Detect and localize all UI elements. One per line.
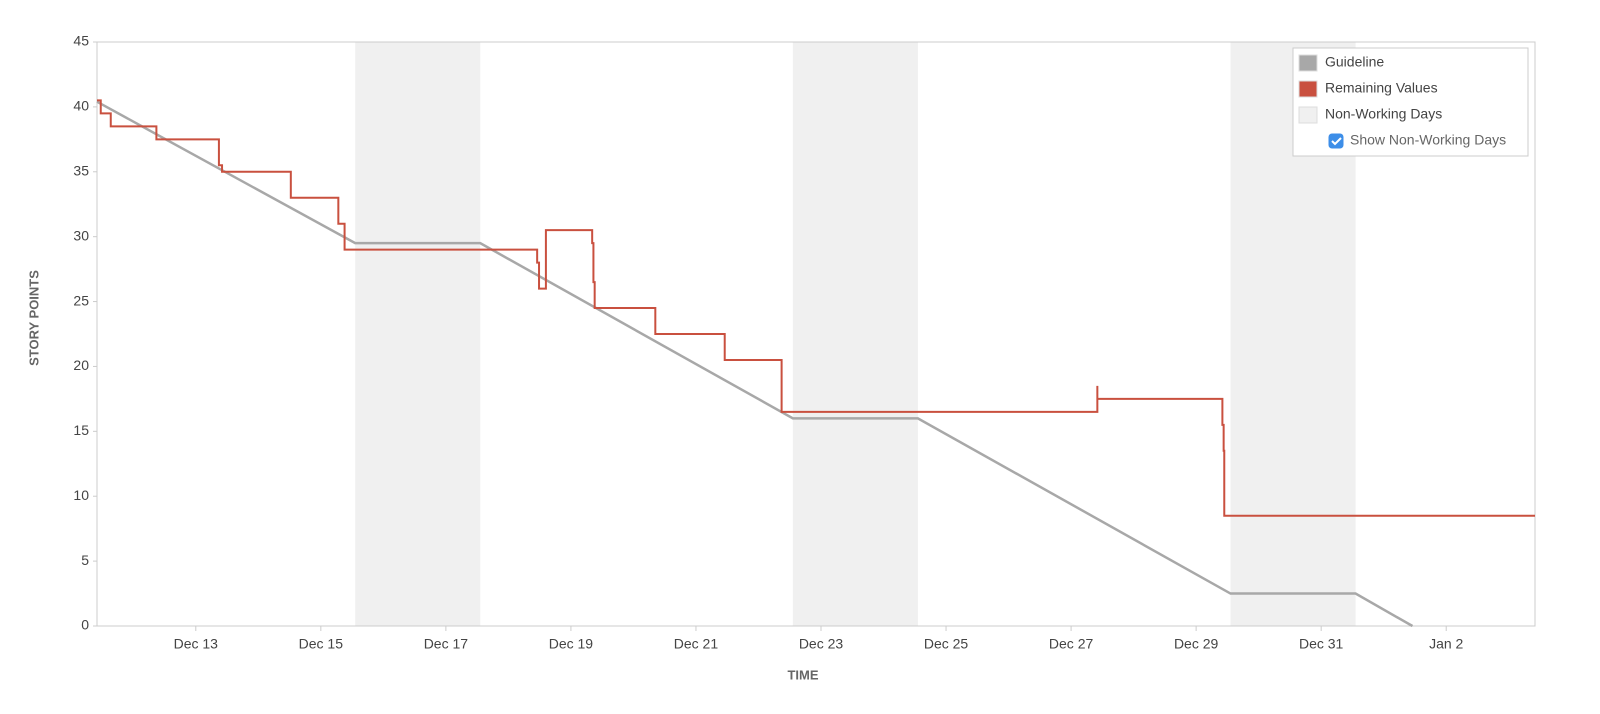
check-mark[interactable] (1331, 137, 1342, 146)
x-axis-title: TIME (787, 667, 818, 682)
y-tick-label: 15 (73, 422, 89, 438)
y-axis-title: STORY POINTS (26, 270, 41, 366)
x-tick-label: Jan 2 (1429, 636, 1463, 652)
legend-label: Guideline (1325, 54, 1384, 70)
y-tick-label: 30 (73, 227, 89, 243)
y-tick-label: 5 (81, 552, 89, 568)
legend-swatch (1298, 80, 1318, 98)
legend-label: Remaining Values (1325, 80, 1438, 96)
non-working-band (355, 42, 481, 626)
x-tick-label: Dec 15 (299, 636, 344, 652)
y-tick-label: 40 (73, 98, 89, 114)
x-tick-label: Dec 31 (1299, 636, 1344, 652)
x-tick-label: Dec 13 (174, 636, 219, 652)
series-line (97, 99, 1535, 517)
toggle-checkbox[interactable] (1328, 133, 1344, 149)
y-tick-label: 0 (81, 617, 89, 633)
toggle-label[interactable]: Show Non-Working Days (1350, 132, 1506, 148)
y-tick-label: 35 (73, 162, 89, 178)
non-working-band (792, 42, 918, 626)
x-tick-label: Dec 21 (674, 636, 719, 652)
y-tick-label: 45 (73, 33, 89, 49)
x-tick-label: Dec 17 (424, 636, 469, 652)
x-tick-label: Dec 29 (1174, 636, 1219, 652)
series-line (96, 100, 1414, 628)
x-tick-label: Dec 25 (924, 636, 969, 652)
y-tick-label: 20 (73, 357, 89, 373)
legend-label: Non-Working Days (1325, 106, 1442, 122)
y-tick-label: 25 (73, 292, 89, 308)
x-tick-label: Dec 23 (799, 636, 844, 652)
y-tick-label: 10 (73, 487, 89, 503)
legend-swatch (1298, 106, 1318, 124)
plot-frame (96, 41, 1536, 627)
x-tick-label: Dec 27 (1049, 636, 1094, 652)
x-tick-label: Dec 19 (549, 636, 594, 652)
legend-swatch (1298, 54, 1318, 72)
